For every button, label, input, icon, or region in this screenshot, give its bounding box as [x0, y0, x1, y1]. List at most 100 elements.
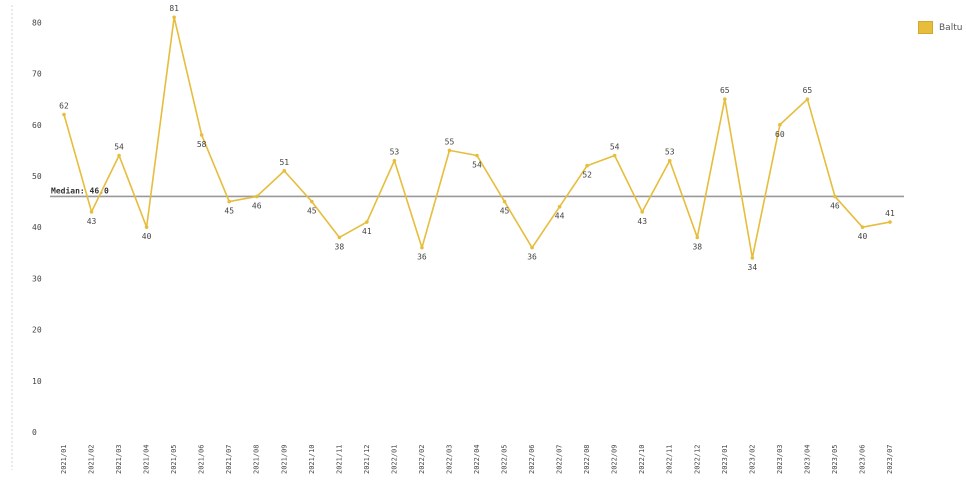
data-point	[612, 153, 617, 158]
x-tick-label: 2022/11	[666, 444, 674, 474]
data-label: 38	[692, 242, 702, 251]
x-tick-label: 2023/02	[748, 444, 756, 474]
data-label: 65	[720, 86, 730, 95]
x-tick-label: 2021/04	[143, 444, 151, 474]
x-tick-label: 2021/11	[335, 444, 343, 474]
x-tick-label: 2021/02	[88, 444, 96, 474]
series-line	[63, 16, 891, 259]
legend-swatch	[918, 21, 933, 34]
data-label: 54	[114, 142, 124, 151]
data-label: 46	[252, 201, 262, 210]
x-tick-label: 2023/04	[803, 444, 811, 474]
data-point	[447, 148, 452, 153]
data-point	[282, 169, 287, 173]
data-label: 36	[417, 253, 427, 262]
data-label: 65	[803, 86, 813, 95]
x-tick-label: 2022/09	[611, 444, 619, 474]
x-tick-label: 2023/03	[776, 444, 784, 474]
data-point	[805, 97, 810, 101]
y-tick-label: 0	[32, 428, 37, 437]
data-point	[89, 210, 94, 214]
data-point	[888, 220, 892, 224]
data-label: 60	[775, 130, 785, 139]
legend-label: Baltu	[939, 22, 963, 33]
data-label: 41	[885, 209, 895, 218]
x-tick-label: 2021/09	[280, 444, 288, 474]
data-point	[144, 225, 149, 229]
x-tick-label: 2022/10	[638, 444, 646, 474]
data-label: 43	[87, 217, 97, 226]
y-tick-label: 80	[32, 18, 42, 27]
data-label: 45	[224, 207, 234, 216]
x-tick-label: 2021/12	[363, 444, 371, 474]
x-tick-label: 2022/02	[418, 444, 426, 474]
data-point	[530, 245, 534, 250]
x-tick-label: 2022/07	[556, 444, 564, 474]
data-label: 46	[830, 201, 840, 210]
data-point	[227, 199, 231, 204]
data-label: 54	[472, 160, 482, 169]
x-tick-label: 2021/08	[253, 444, 261, 474]
data-point	[860, 225, 865, 229]
data-point	[585, 163, 589, 168]
x-tick-label: 2021/05	[170, 444, 178, 474]
data-label: 45	[307, 207, 317, 216]
data-label: 40	[858, 232, 868, 241]
data-point	[365, 220, 369, 224]
data-point	[254, 194, 259, 199]
data-point	[557, 204, 562, 209]
x-tick-label: 2021/10	[308, 444, 316, 474]
x-tick-label: 2022/05	[501, 444, 509, 474]
data-label: 34	[748, 263, 758, 272]
x-tick-label: 2023/07	[886, 444, 894, 474]
data-label: 62	[59, 102, 69, 111]
x-tick-label: 2023/06	[858, 444, 866, 474]
data-point	[502, 199, 507, 204]
x-tick-label: 2021/07	[225, 444, 233, 474]
data-label: 55	[445, 137, 455, 146]
data-point	[420, 245, 424, 250]
data-label: 44	[555, 212, 565, 221]
median-label: Median: 46.0	[51, 185, 109, 195]
data-label: 41	[362, 227, 372, 236]
data-label: 36	[527, 253, 537, 262]
median-reference: Median: 46.0	[50, 185, 904, 198]
data-point	[392, 158, 397, 163]
data-point	[475, 153, 479, 158]
x-tick-label: 2023/05	[831, 444, 839, 474]
data-point	[640, 210, 644, 214]
data-point	[199, 133, 204, 137]
y-tick-label: 50	[32, 172, 42, 181]
y-tick-label: 40	[32, 223, 42, 232]
data-point	[310, 199, 314, 204]
data-point	[117, 153, 121, 158]
data-point	[833, 194, 837, 199]
y-tick-label: 30	[32, 274, 42, 283]
x-tick-label: 2021/01	[60, 444, 68, 474]
data-label: 52	[582, 171, 592, 180]
x-tick-label: 2023/01	[721, 444, 729, 474]
x-tick-label: 2021/06	[198, 444, 206, 474]
y-tick-label: 70	[32, 70, 42, 79]
data-point	[62, 112, 66, 117]
data-label: 38	[335, 242, 345, 251]
x-tick-label: 2021/03	[115, 444, 123, 474]
data-point	[667, 158, 672, 163]
y-axis: 0 10 20 30 40 50 60 70 80	[11, 5, 42, 470]
x-tick-label: 2022/06	[528, 444, 536, 474]
data-point	[172, 15, 176, 20]
legend[interactable]: Baltu	[918, 21, 966, 34]
data-point	[778, 122, 782, 127]
data-label: 54	[610, 142, 620, 151]
data-point	[337, 235, 342, 240]
x-tick-label: 2022/08	[583, 444, 591, 474]
x-tick-label: 2022/12	[693, 444, 701, 474]
x-tick-label: 2022/03	[445, 444, 453, 474]
data-point	[695, 235, 700, 240]
data-point	[723, 97, 727, 101]
data-point	[750, 256, 755, 260]
x-tick-label: 2022/01	[390, 444, 398, 474]
data-label: 51	[279, 158, 289, 167]
data-label: 53	[390, 148, 400, 157]
